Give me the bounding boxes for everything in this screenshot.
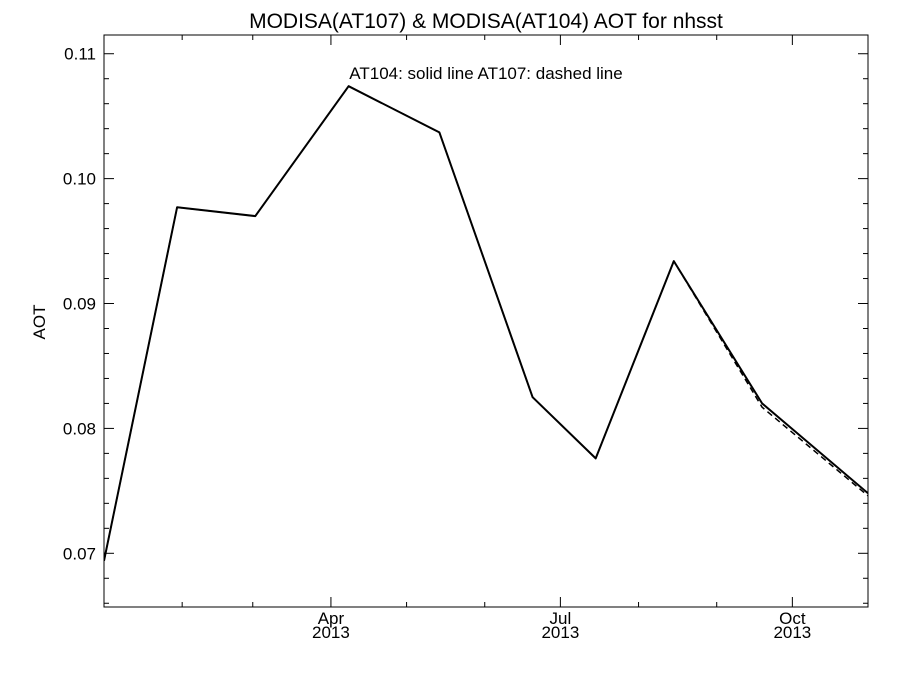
plot-frame <box>103 34 869 608</box>
x-tick-label: Oct 2013 <box>773 609 811 642</box>
series-line-at104 <box>104 85 868 562</box>
series-layer <box>104 85 868 562</box>
y-tick-label: 0.09 <box>63 295 96 314</box>
y-tick-label: 0.07 <box>63 544 96 563</box>
y-tick-label: 0.10 <box>63 170 96 189</box>
axes: 0.07 0.08 0.09 0.10 0.11 Apr 2013 Jul 2013 Oct 201… <box>63 35 868 642</box>
chart-annotation: AT104: solid line AT107: dashed line <box>349 64 622 83</box>
series-line-at107 <box>104 85 868 561</box>
y-axis-label: AOT <box>30 305 49 340</box>
x-tick-label: Apr 2013 <box>312 609 350 642</box>
y-tick-label: 0.11 <box>64 45 96 64</box>
chart-title: MODISA(AT107) & MODISA(AT104) AOT for nh… <box>249 10 723 33</box>
x-tick-label: Jul 2013 <box>541 609 579 642</box>
y-tick-label: 0.08 <box>63 419 96 438</box>
